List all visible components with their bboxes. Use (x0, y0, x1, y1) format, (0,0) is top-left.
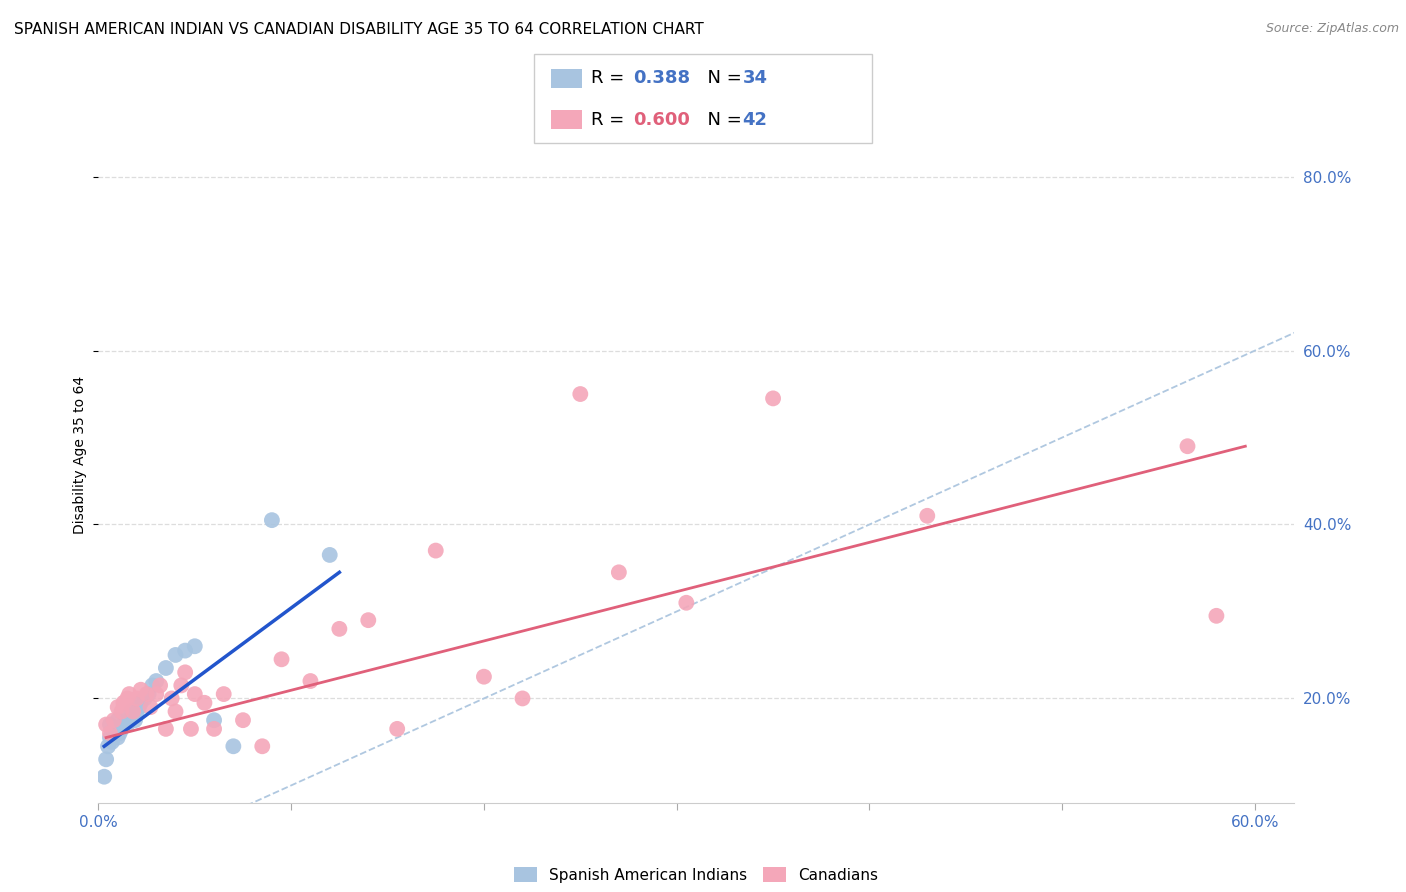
Point (184, 639, 207, 653)
Point (202, 722, 225, 736)
Point (103, 713, 125, 727)
Point (98, 731, 121, 745)
Point (270, 652, 292, 666)
Point (138, 687, 160, 701)
Point (110, 722, 132, 736)
Point (114, 713, 136, 727)
Point (108, 726, 131, 740)
Text: N =: N = (696, 70, 748, 87)
Point (124, 713, 146, 727)
Point (112, 696, 135, 710)
Point (135, 687, 157, 701)
Point (193, 696, 215, 710)
Point (103, 726, 125, 740)
Point (174, 643, 197, 657)
Point (252, 739, 274, 754)
Point (117, 691, 139, 706)
Point (107, 731, 129, 745)
Point (118, 713, 141, 727)
Point (165, 705, 187, 719)
Point (101, 735, 124, 749)
Point (174, 665, 197, 680)
Point (762, 392, 785, 406)
Point (155, 661, 177, 675)
Text: 0.388: 0.388 (633, 70, 690, 87)
Point (145, 687, 167, 701)
Point (328, 622, 350, 636)
Point (512, 691, 534, 706)
Point (212, 687, 235, 701)
Text: SPANISH AMERICAN INDIAN VS CANADIAN DISABILITY AGE 35 TO 64 CORRELATION CHART: SPANISH AMERICAN INDIAN VS CANADIAN DISA… (14, 22, 704, 37)
Point (385, 722, 409, 736)
Point (1177, 439, 1199, 453)
Point (107, 713, 129, 727)
Point (569, 387, 592, 401)
Point (180, 722, 202, 736)
Point (425, 543, 447, 558)
Point (125, 691, 148, 706)
Point (112, 717, 135, 731)
Point (104, 722, 127, 736)
Legend: Spanish American Indians, Canadians: Spanish American Indians, Canadians (506, 859, 886, 890)
Point (222, 739, 245, 754)
Point (107, 700, 129, 714)
Point (160, 691, 183, 706)
Point (97, 739, 120, 754)
Point (122, 705, 145, 719)
Point (260, 513, 283, 527)
Text: 42: 42 (742, 111, 768, 128)
Point (472, 670, 495, 684)
Point (232, 713, 254, 727)
Point (93, 770, 115, 784)
Point (675, 596, 697, 610)
Point (98, 726, 121, 740)
Point (149, 678, 172, 692)
Point (98, 717, 121, 731)
Point (202, 713, 225, 727)
Point (607, 566, 630, 580)
Text: R =: R = (591, 111, 630, 128)
Point (141, 678, 163, 692)
Point (917, 508, 939, 523)
Text: Source: ZipAtlas.com: Source: ZipAtlas.com (1265, 22, 1399, 36)
Point (357, 613, 380, 627)
Point (118, 687, 141, 701)
Point (134, 691, 156, 706)
Point (165, 648, 187, 662)
Point (117, 717, 139, 731)
Point (120, 705, 142, 719)
Point (184, 687, 207, 701)
Point (129, 682, 152, 697)
Text: N =: N = (696, 111, 748, 128)
Text: 0.600: 0.600 (633, 111, 689, 128)
Point (94, 717, 117, 731)
Point (122, 708, 145, 723)
Point (319, 548, 342, 562)
Point (128, 700, 150, 714)
Point (145, 674, 167, 689)
Point (129, 696, 152, 710)
Point (1205, 608, 1227, 623)
Point (110, 705, 132, 719)
Point (155, 722, 177, 736)
Point (299, 674, 322, 689)
Y-axis label: Disability Age 35 to 64: Disability Age 35 to 64 (73, 376, 87, 534)
Point (94, 752, 117, 766)
Point (170, 678, 193, 692)
Point (125, 705, 148, 719)
Text: R =: R = (591, 70, 630, 87)
Text: 34: 34 (742, 70, 768, 87)
Point (139, 700, 162, 714)
